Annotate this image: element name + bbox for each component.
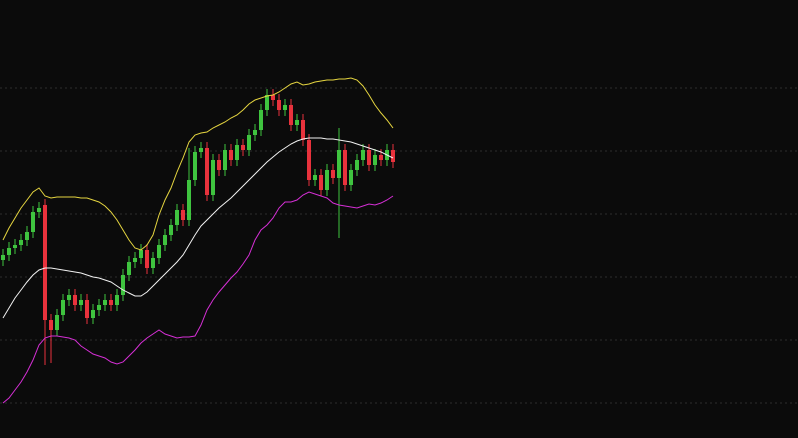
band-line bbox=[2, 77, 394, 251]
candle-body bbox=[181, 210, 185, 220]
candle-body bbox=[277, 100, 281, 110]
candle-body bbox=[265, 95, 269, 110]
band-line bbox=[2, 137, 394, 319]
candle-body bbox=[349, 170, 353, 185]
candle-body bbox=[325, 170, 329, 190]
candle-body bbox=[109, 300, 113, 305]
candle-body bbox=[205, 148, 209, 195]
candle-body bbox=[283, 105, 287, 110]
candle-body bbox=[139, 250, 143, 258]
candle-body bbox=[355, 160, 359, 170]
candle-body bbox=[7, 248, 11, 255]
candle-body bbox=[235, 145, 239, 160]
candle-body bbox=[187, 180, 191, 220]
candle-body bbox=[175, 210, 179, 225]
candle-body bbox=[169, 225, 173, 235]
candle-body bbox=[361, 150, 365, 160]
candle-body bbox=[373, 155, 377, 165]
candle-body bbox=[97, 305, 101, 310]
candle-body bbox=[241, 145, 245, 150]
candle-body bbox=[223, 150, 227, 170]
candle-body bbox=[229, 150, 233, 160]
candle-body bbox=[319, 175, 323, 190]
candle-body bbox=[73, 295, 77, 305]
candle-body bbox=[295, 120, 299, 125]
candle-body bbox=[391, 150, 395, 162]
candle-body bbox=[301, 120, 305, 140]
candle-body bbox=[247, 135, 251, 150]
candle-body bbox=[307, 140, 311, 180]
candle-body bbox=[217, 160, 221, 170]
candle-body bbox=[193, 152, 197, 180]
candle-body bbox=[121, 275, 125, 295]
candle-body bbox=[127, 262, 131, 275]
candle-body bbox=[13, 245, 17, 248]
candle-body bbox=[49, 320, 53, 330]
candle-body bbox=[133, 258, 137, 262]
candle-body bbox=[43, 205, 47, 320]
candle-body bbox=[1, 255, 5, 260]
candle-body bbox=[145, 250, 149, 268]
candle-body bbox=[289, 105, 293, 125]
candle-body bbox=[151, 258, 155, 268]
candle-body bbox=[259, 110, 263, 130]
candle-body bbox=[67, 295, 71, 300]
candle-body bbox=[37, 208, 41, 212]
candle-body bbox=[271, 95, 275, 100]
candle-body bbox=[379, 155, 383, 160]
candle-body bbox=[85, 300, 89, 318]
candle-body bbox=[199, 148, 203, 152]
candle-body bbox=[157, 245, 161, 258]
candle-body bbox=[31, 212, 35, 232]
candle-body bbox=[61, 300, 65, 315]
candle-body bbox=[25, 232, 29, 240]
candle-body bbox=[253, 130, 257, 135]
candle-body bbox=[19, 240, 23, 245]
candle-body bbox=[337, 150, 341, 178]
candle-body bbox=[331, 170, 335, 178]
candle-body bbox=[343, 150, 347, 185]
candle-body bbox=[313, 175, 317, 180]
candle-body bbox=[367, 150, 371, 165]
candle-body bbox=[103, 300, 107, 305]
candle-body bbox=[79, 300, 83, 305]
candle-body bbox=[91, 310, 95, 318]
candle-body bbox=[115, 295, 119, 305]
candle-body bbox=[211, 160, 215, 195]
candle-body bbox=[55, 315, 59, 330]
candle-body bbox=[163, 235, 167, 245]
band-line bbox=[2, 191, 394, 404]
